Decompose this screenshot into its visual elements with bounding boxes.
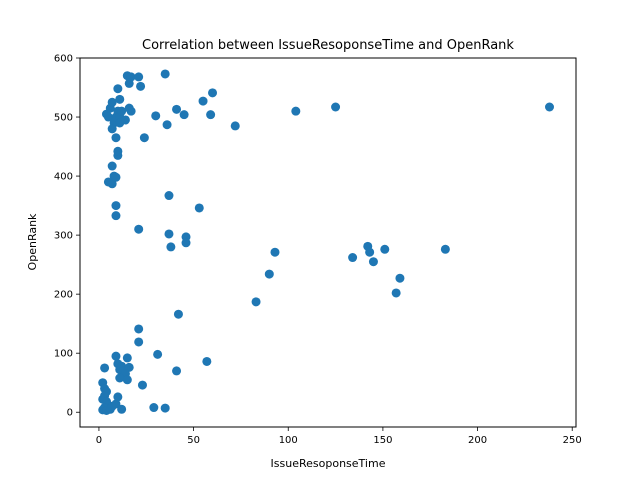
data-point — [151, 111, 161, 121]
data-point — [160, 403, 170, 413]
x-tick-label: 100 — [279, 435, 298, 446]
data-point — [134, 224, 144, 234]
y-axis: 0 100 200 300 400 500 600 — [54, 54, 80, 419]
data-point — [111, 172, 121, 182]
data-point — [331, 102, 341, 112]
data-point — [103, 112, 113, 122]
x-tick-label: 50 — [187, 435, 200, 446]
data-point — [368, 257, 378, 267]
data-point — [164, 191, 174, 201]
data-point — [107, 179, 117, 189]
data-point — [166, 242, 176, 252]
x-tick-label: 250 — [563, 435, 582, 446]
points-layer — [98, 69, 554, 415]
data-point — [120, 115, 130, 125]
plot-frame — [79, 57, 577, 428]
data-point — [160, 69, 170, 79]
data-point — [251, 297, 261, 307]
data-point — [126, 106, 136, 116]
y-tick-label: 400 — [54, 172, 73, 183]
data-point — [365, 247, 375, 257]
chart-title: Correlation between IssueResoponseTime a… — [142, 38, 514, 53]
y-axis-label: OpenRank — [26, 213, 39, 270]
data-point — [291, 106, 301, 116]
x-axis-label: IssueResoponseTime — [271, 457, 386, 470]
y-tick-label: 200 — [54, 290, 73, 301]
data-point — [545, 102, 554, 112]
data-point — [137, 380, 147, 390]
data-point — [134, 337, 144, 347]
x-tick-label: 0 — [96, 435, 102, 446]
data-point — [391, 288, 401, 298]
y-tick-label: 500 — [54, 113, 73, 124]
data-point — [113, 84, 123, 94]
data-point — [173, 309, 183, 319]
y-tick-label: 300 — [54, 231, 73, 242]
data-point — [111, 201, 121, 211]
data-point — [100, 363, 110, 373]
y-tick-label: 0 — [67, 408, 73, 419]
y-tick-label: 100 — [54, 349, 73, 360]
x-axis: 0 50 100 150 200 250 — [96, 427, 582, 446]
data-point — [113, 392, 123, 402]
data-point — [122, 353, 132, 363]
data-point — [124, 362, 134, 372]
data-point — [136, 81, 146, 91]
data-point — [111, 399, 121, 409]
data-point — [198, 96, 208, 106]
data-point — [380, 244, 390, 254]
data-point — [111, 351, 121, 361]
data-point — [181, 238, 191, 248]
data-point — [162, 120, 172, 130]
data-point — [149, 403, 159, 413]
data-point — [153, 349, 163, 359]
data-point — [122, 375, 132, 385]
data-point — [115, 94, 125, 104]
data-point — [202, 356, 212, 366]
data-point — [134, 72, 144, 82]
x-tick-label: 150 — [373, 435, 392, 446]
data-point — [208, 88, 218, 98]
data-point — [107, 161, 117, 171]
data-point — [107, 97, 117, 107]
data-point — [111, 133, 121, 143]
data-point — [395, 273, 405, 283]
data-point — [172, 366, 182, 376]
data-point — [270, 247, 280, 257]
data-point — [194, 203, 204, 213]
x-tick-label: 200 — [468, 435, 487, 446]
y-tick-label: 600 — [54, 54, 73, 65]
data-point — [164, 229, 174, 239]
data-point — [115, 373, 125, 383]
data-point — [264, 269, 274, 279]
data-point — [117, 106, 127, 116]
data-point — [107, 124, 117, 134]
data-point — [139, 133, 149, 143]
data-point — [179, 110, 189, 120]
data-point — [348, 253, 358, 263]
data-point — [111, 211, 121, 221]
data-point — [134, 324, 144, 334]
data-point — [206, 110, 216, 120]
data-point — [440, 244, 450, 254]
data-point — [124, 78, 134, 88]
data-point — [113, 146, 123, 156]
data-point — [117, 404, 127, 414]
data-point — [230, 121, 240, 131]
data-point — [172, 104, 182, 114]
